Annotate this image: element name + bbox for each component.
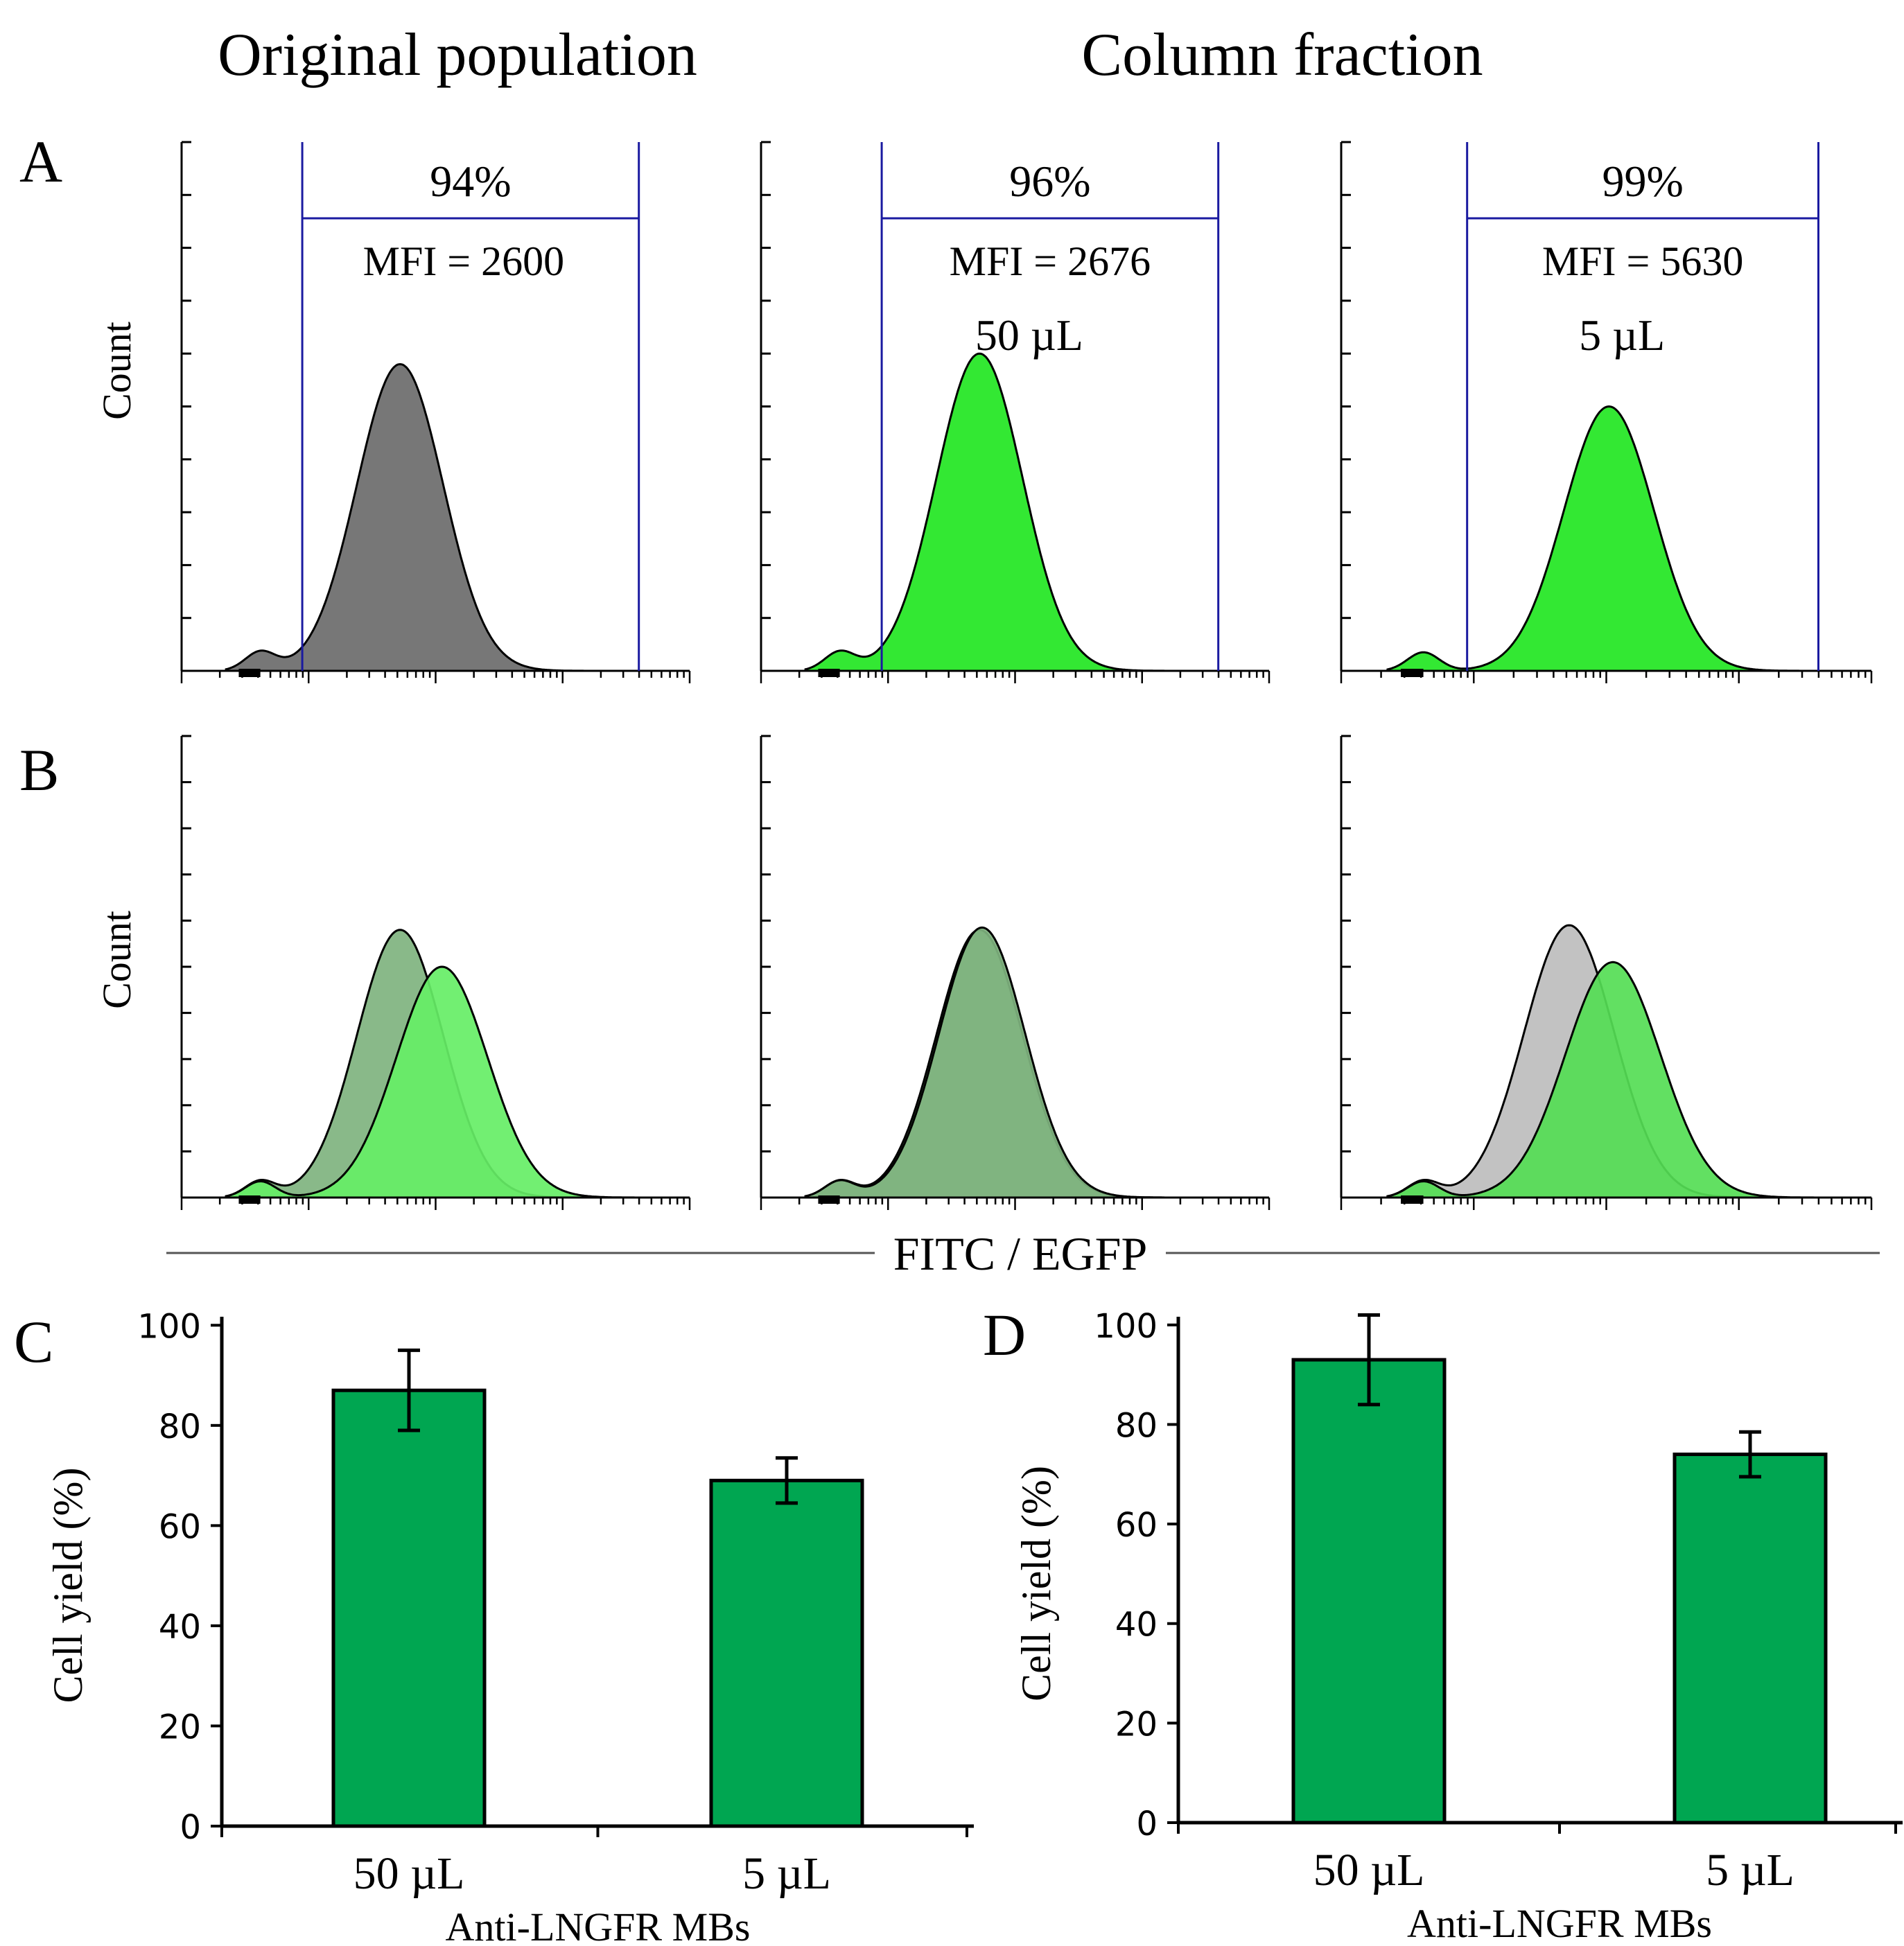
panel-letter-c: C [14,1308,53,1375]
x-axis-label: Anti-LNGFR MBs [446,1904,751,1946]
gate-percent: 96% [1009,157,1090,206]
histogram-panel-a1: 94% MFI = 2600 [180,141,691,683]
bar-panel-d: 0 20 40 60 80 100 50 µL 5 µL Anti-LNGFR MBs Cell … [1013,1307,1903,1946]
bar-50ul [1291,1358,1447,1825]
panel-letter-b: B [19,737,59,803]
gate-percent: 99% [1602,157,1683,206]
y-tick-label: 60 [159,1507,201,1546]
header-original-population: Original population [218,21,697,89]
axis-origin-marker [1401,669,1424,677]
histogram-overlay_b [225,965,639,1199]
bar-50ul [331,1388,487,1828]
x-axis-label: Anti-LNGFR MBs [1407,1901,1712,1946]
histogram-panel-b3 [1340,735,1873,1210]
gate-percent: 94% [430,157,511,206]
category-label: 5 µL [742,1848,831,1899]
histogram-panel-a2: 96% MFI = 2676 50 µL [760,141,1270,683]
axis-origin-marker [238,1195,261,1204]
histogram-column_5uL [1386,405,1819,672]
category-label: 5 µL [1706,1845,1794,1895]
histogram-panel-b2 [760,735,1270,1210]
dose-label: 5 µL [1579,310,1665,360]
ylabel-row-a: Count [94,322,139,420]
y-tick-label: 20 [1115,1705,1158,1744]
y-tick-label: 0 [180,1808,201,1847]
y-tick-label: 80 [159,1408,201,1446]
y-tick-label: 40 [159,1608,201,1647]
histogram-panel-a3: 99% MFI = 5630 5 µL [1340,141,1873,683]
header-column-fraction: Column fraction [1081,21,1483,89]
axis-origin-marker [238,669,261,677]
histogram-panel-b1 [180,735,691,1210]
panel-letter-d: D [983,1301,1026,1368]
y-axis-label: Cell yield (%) [1013,1466,1059,1701]
dose-label: 50 µL [975,310,1083,360]
mfi-label: MFI = 2676 [950,238,1151,284]
y-tick-label: 20 [159,1708,201,1746]
bar-5ul [709,1478,864,1828]
histogram-panels: 94% MFI = 2600 96% MFI = 2676 50 µL 99% MFI = … [180,141,1873,1210]
mfi-label: MFI = 5630 [1542,238,1744,284]
bar-panels: 0 20 40 60 80 100 50 µL 5 µL Anti-LNGFR MBs Cell … [45,1307,1903,1946]
panel-letter-a: A [19,128,62,195]
y-tick-label: 100 [1094,1307,1158,1346]
shared-xlabel: FITC / EGFP [893,1227,1148,1280]
mfi-label: MFI = 2600 [363,238,565,284]
bar-5ul [1672,1453,1828,1825]
y-axis-label: Cell yield (%) [45,1468,91,1703]
ylabel-row-b: Count [94,911,139,1009]
y-tick-label: 60 [1115,1506,1158,1545]
category-label: 50 µL [353,1848,465,1899]
axis-origin-marker [818,1195,840,1204]
histogram-overlay_b [1386,961,1819,1199]
y-tick-label: 100 [137,1307,201,1346]
axis-origin-marker [818,669,840,677]
y-tick-label: 80 [1115,1406,1158,1445]
category-label: 50 µL [1313,1845,1425,1895]
axis-origin-marker [1401,1195,1424,1204]
y-tick-label: 40 [1115,1606,1158,1645]
bar-panel-c: 0 20 40 60 80 100 50 µL 5 µL Anti-LNGFR MBs Cell … [45,1307,974,1946]
y-tick-label: 0 [1136,1805,1158,1843]
